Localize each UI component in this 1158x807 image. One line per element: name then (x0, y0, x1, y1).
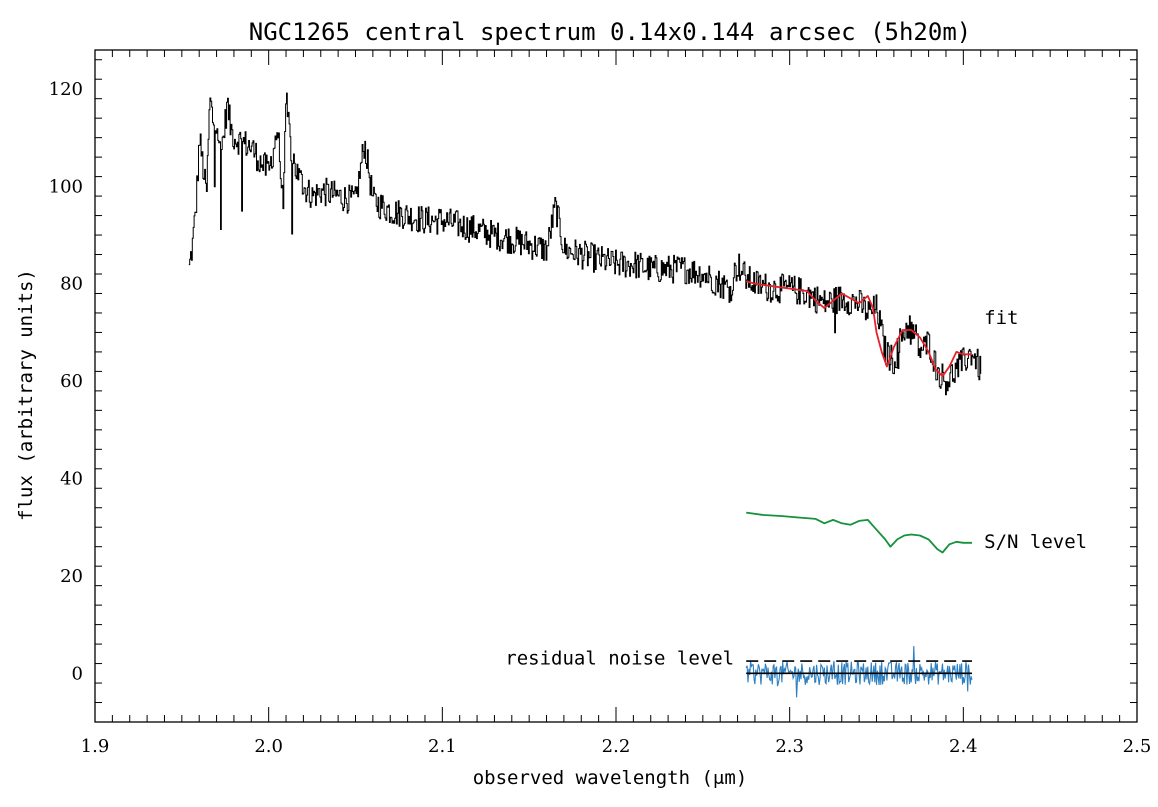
residual-line (745, 645, 973, 698)
spectrum-line (188, 92, 982, 396)
annotations: fit S/N level residual noise level (505, 307, 1087, 670)
x-axis-label: observed wavelength (μm) (473, 767, 748, 789)
x-tick-label: 2.5 (1123, 736, 1152, 757)
x-tick-label: 1.9 (81, 736, 110, 757)
y-tick-label: 60 (60, 371, 83, 392)
x-tick-label: 2.3 (775, 736, 804, 757)
y-tick-label: 0 (72, 663, 83, 684)
x-tick-label: 2.0 (254, 736, 283, 757)
fit-line (745, 280, 972, 378)
y-tick-label: 40 (60, 469, 83, 490)
y-tick-label: 100 (49, 176, 83, 197)
sn-line (746, 511, 972, 554)
axis-ticks (94, 50, 1138, 723)
annotation-label: fit (984, 307, 1018, 329)
chart-title: NGC1265 central spectrum 0.14x0.144 arcs… (249, 18, 971, 46)
y-tick-label: 80 (60, 274, 83, 295)
y-axis-label: flux (arbitrary units) (15, 269, 37, 521)
annotation-label: residual noise level (505, 648, 734, 670)
y-tick-label: 120 (49, 79, 83, 100)
data-series (188, 92, 982, 698)
x-tick-label: 2.2 (602, 736, 631, 757)
x-tick-label: 2.1 (428, 736, 457, 757)
axis-tick-labels: 1.9 2.0 2.1 2.2 2.3 2.4 2.5 0 20 40 60 80 100 120 (49, 79, 1152, 757)
annotation-label: S/N level (984, 531, 1087, 553)
y-tick-label: 20 (60, 566, 83, 587)
x-tick-label: 2.4 (949, 736, 978, 757)
